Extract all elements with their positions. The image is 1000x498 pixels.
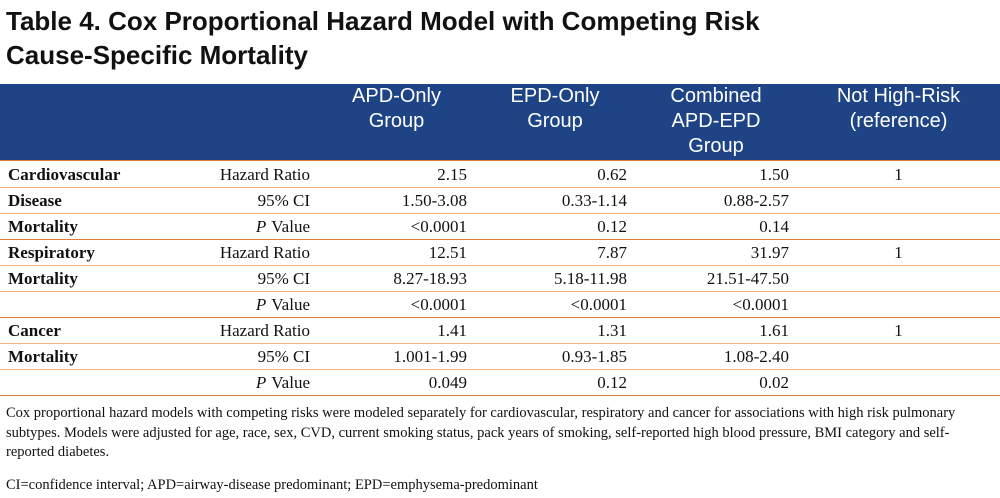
metric: Hazard Ratio (163, 318, 318, 344)
header-text: (reference) (849, 110, 948, 132)
header-text: Not High-Risk (836, 85, 961, 107)
footnote: Cox proportional hazard models with comp… (6, 405, 956, 460)
cell: 31.97 (750, 243, 789, 262)
footnote: CI=confidence interval; APD=airway-disea… (6, 477, 538, 493)
cell: 21.51-47.50 (706, 269, 789, 288)
rule (0, 343, 1000, 344)
metric-text: Value (271, 295, 310, 314)
title: Table 4. Cox Proportional Hazard Model w… (6, 6, 760, 36)
cell: 7.87 (597, 243, 627, 262)
cell: 1.08-2.40 (723, 347, 789, 366)
cell: 1 (894, 165, 903, 184)
cell: 0.12 (597, 373, 627, 392)
metric: P Value (163, 214, 318, 240)
cell: 0.049 (428, 373, 467, 392)
group-label: Mortality (8, 347, 78, 366)
cell: 1.61 (759, 321, 789, 340)
header-text: APD-Only (352, 85, 441, 107)
group-label: Mortality (8, 217, 78, 236)
group-label: Respiratory (8, 243, 95, 262)
metric: Hazard Ratio (163, 240, 318, 266)
header-text: Combined (670, 85, 762, 107)
metric: 95% CI (163, 188, 318, 214)
cell: 1.41 (437, 321, 467, 340)
group-label: Cancer (8, 321, 61, 340)
cell: 1.31 (597, 321, 627, 340)
cell: 0.14 (759, 217, 789, 236)
rule (0, 317, 1000, 318)
rule (0, 187, 1000, 188)
cell: 0.02 (759, 373, 789, 392)
header-cell: Combined APD-EPD Group (635, 84, 797, 160)
cell: 1 (894, 243, 903, 262)
cell: 12.51 (428, 243, 467, 262)
cell: <0.0001 (410, 295, 467, 314)
rule (0, 395, 1000, 396)
group-label: Mortality (8, 269, 78, 288)
cell: 1 (894, 321, 903, 340)
cell: 1.001-1.99 (393, 347, 467, 366)
cell: 1.50-3.08 (401, 191, 467, 210)
header-text: EPD-Only (510, 85, 600, 107)
rule (0, 265, 1000, 266)
rule (0, 160, 1000, 161)
metric-text: 95% CI (257, 269, 310, 288)
rule (0, 239, 1000, 240)
metric: 95% CI (163, 344, 318, 370)
cell: 5.18-11.98 (553, 269, 627, 288)
metric-text: 95% CI (257, 191, 310, 210)
header-text: Group (527, 110, 583, 132)
cell: 8.27-18.93 (393, 269, 467, 288)
cell: 0.88-2.57 (723, 191, 789, 210)
cell: <0.0001 (570, 295, 627, 314)
metric-text: 95% CI (257, 347, 310, 366)
header-text: Group (688, 135, 744, 157)
cell: 2.15 (437, 165, 467, 184)
cell: 0.33-1.14 (561, 191, 627, 210)
cell: 0.93-1.85 (561, 347, 627, 366)
rule (0, 291, 1000, 292)
header-text: Group (368, 110, 425, 132)
group-label: Disease (8, 191, 62, 210)
metric: 95% CI (163, 266, 318, 292)
metric: Hazard Ratio (163, 162, 318, 188)
metric-text: Hazard Ratio (219, 165, 310, 184)
header-text: APD-EPD (671, 110, 761, 132)
metric-text: P (255, 373, 267, 392)
cell: 0.62 (597, 165, 627, 184)
rule (0, 213, 1000, 214)
cell: 1.50 (759, 165, 789, 184)
metric-text: Hazard Ratio (219, 243, 310, 262)
metric: P Value (163, 370, 318, 396)
cell: <0.0001 (410, 217, 467, 236)
cell: <0.0001 (732, 295, 789, 314)
rule (0, 369, 1000, 370)
header-band (0, 84, 1000, 160)
metric-text: P (255, 295, 267, 314)
title: Cause-Specific Mortality (6, 40, 308, 70)
metric: P Value (163, 292, 318, 318)
header-cell: EPD-Only Group (475, 84, 635, 160)
cell: 0.12 (597, 217, 627, 236)
header-cell: Not High-Risk (reference) (797, 84, 1000, 160)
metric-text: Hazard Ratio (219, 321, 310, 340)
header-cell: APD-Only Group (318, 84, 475, 160)
metric-text: Value (271, 373, 310, 392)
metric-text: Value (271, 217, 310, 236)
group-label: Cardiovascular (8, 165, 121, 184)
metric-text: P (255, 217, 267, 236)
